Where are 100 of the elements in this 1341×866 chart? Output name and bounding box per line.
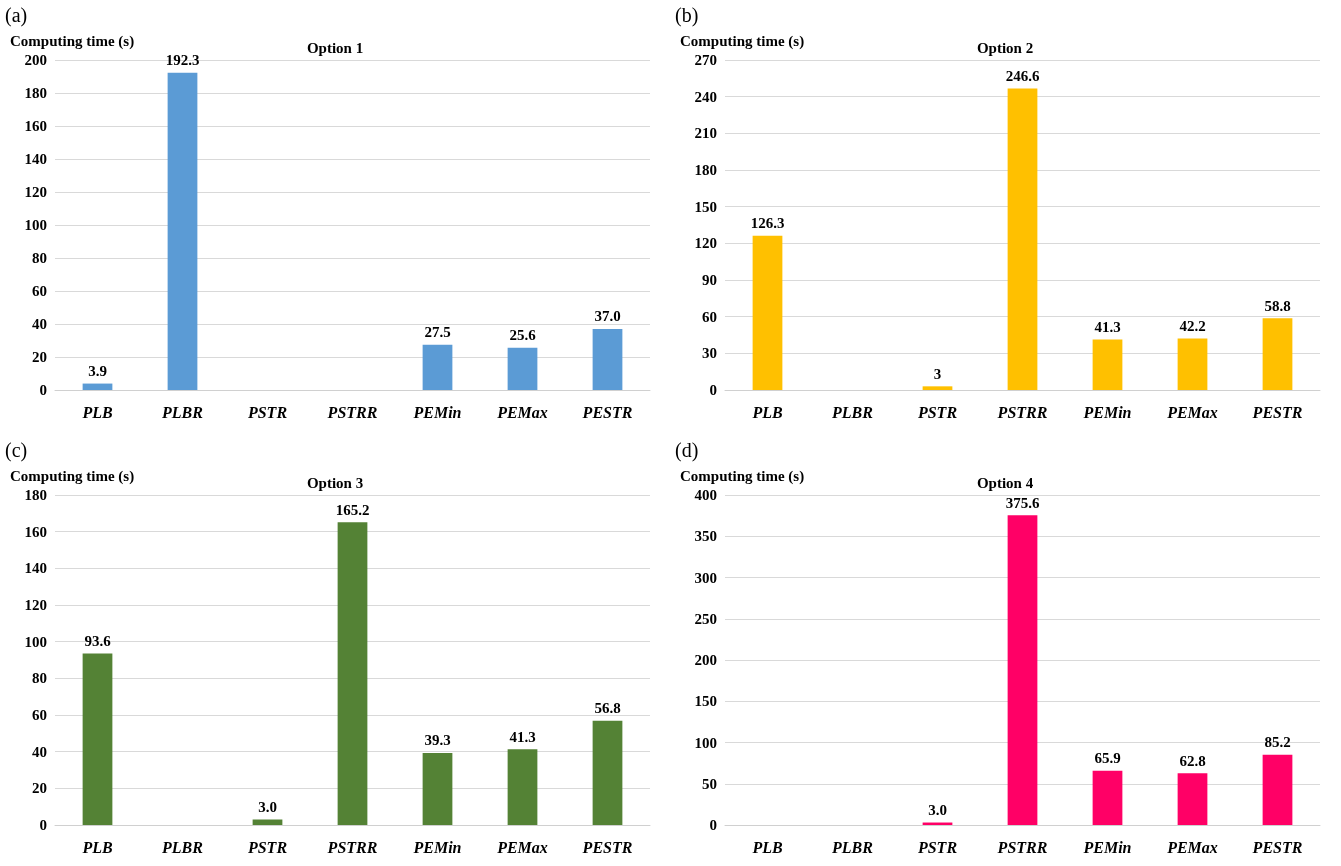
y-axis-title: Computing time (s) — [680, 467, 805, 485]
y-tick-label: 120 — [24, 597, 47, 613]
y-tick-label: 40 — [32, 316, 47, 332]
y-tick-label: 140 — [24, 151, 47, 167]
bar — [337, 522, 368, 825]
y-tick-label: 60 — [702, 308, 717, 325]
x-tick-label: PEMax — [496, 838, 548, 856]
bar — [1177, 338, 1208, 390]
y-tick-label: 0 — [709, 817, 717, 833]
data-label: 3.0 — [258, 799, 277, 815]
data-label: 3.9 — [88, 363, 107, 380]
x-tick-label: PEMin — [412, 838, 462, 856]
bar — [82, 653, 113, 825]
x-tick-label: PLBR — [831, 838, 874, 856]
y-axis-title: Computing time (s) — [10, 32, 135, 50]
y-tick-label: 0 — [39, 817, 47, 833]
chart-title: Option 2 — [976, 39, 1034, 56]
x-tick-label: PEMin — [1082, 838, 1132, 856]
y-tick-label: 90 — [702, 272, 717, 288]
y-tick-label: 50 — [702, 775, 717, 792]
x-tick-label: PLB — [81, 838, 113, 856]
y-tick-label: 120 — [24, 184, 47, 200]
text: (a) — [5, 4, 28, 27]
bar — [1092, 770, 1123, 825]
data-label: 62.8 — [1179, 752, 1206, 769]
x-tick-label: PESTR — [581, 403, 633, 421]
data-label: 246.6 — [1005, 68, 1040, 85]
y-tick-label: 400 — [694, 487, 717, 503]
y-tick-label: 100 — [24, 217, 47, 233]
bar — [82, 383, 113, 390]
y-tick-label: 180 — [694, 162, 717, 178]
y-tick-label: 80 — [32, 250, 47, 266]
x-tick-label: PESTR — [581, 838, 633, 856]
chart-title: Option 3 — [306, 474, 364, 491]
bar — [1092, 339, 1123, 390]
x-tick-label: PEMin — [1082, 403, 1132, 421]
data-label: 58.8 — [1264, 297, 1291, 314]
y-tick-label: 20 — [32, 780, 47, 797]
data-label: 56.8 — [594, 700, 621, 717]
bar — [507, 347, 538, 390]
x-tick-label: PLB — [751, 403, 783, 421]
x-tick-label: PSTRR — [996, 838, 1048, 856]
y-tick-label: 270 — [694, 52, 717, 68]
chart-title: Option 4 — [976, 474, 1034, 491]
data-label: 41.3 — [509, 728, 536, 745]
y-tick-label: 160 — [24, 523, 47, 540]
y-tick-label: 200 — [694, 652, 717, 668]
y-axis-title: Computing time (s) — [680, 32, 805, 50]
bar — [922, 386, 953, 390]
y-tick-label: 180 — [24, 487, 47, 503]
bar — [1177, 773, 1208, 825]
y-tick-label: 0 — [709, 382, 717, 398]
y-tick-label: 150 — [694, 693, 717, 710]
y-tick-label: 20 — [32, 349, 47, 365]
y-tick-label: 350 — [694, 528, 717, 545]
y-tick-label: 180 — [24, 85, 47, 101]
bar — [1007, 88, 1038, 390]
y-tick-label: 160 — [24, 118, 47, 134]
data-label: 85.2 — [1264, 734, 1291, 751]
bar — [422, 344, 453, 390]
y-tick-label: 300 — [694, 569, 717, 586]
data-label: 42.2 — [1179, 317, 1206, 334]
bar — [592, 328, 623, 390]
y-tick-label: 30 — [702, 345, 717, 362]
data-label: 126.3 — [750, 215, 785, 232]
data-label: 25.6 — [509, 327, 537, 344]
text: (c) — [5, 439, 28, 462]
x-tick-label: PSTR — [246, 403, 288, 421]
bar — [1007, 515, 1038, 825]
y-tick-label: 250 — [694, 610, 717, 627]
bar — [1262, 754, 1293, 825]
data-label: 3.0 — [928, 802, 947, 819]
x-tick-label: PESTR — [1251, 838, 1303, 856]
text: (d) — [675, 439, 699, 462]
y-tick-label: 40 — [32, 743, 47, 760]
x-tick-label: PSTRR — [326, 838, 378, 856]
y-tick-label: 120 — [694, 235, 717, 252]
bar — [1262, 318, 1293, 390]
data-label: 27.5 — [424, 324, 451, 341]
data-label: 375.6 — [1005, 494, 1040, 511]
x-tick-label: PLBR — [161, 403, 204, 421]
y-tick-label: 150 — [694, 198, 717, 215]
y-tick-label: 80 — [32, 670, 47, 687]
bar — [167, 72, 198, 390]
y-tick-label: 200 — [24, 52, 47, 68]
y-tick-label: 210 — [694, 125, 717, 142]
bar — [507, 749, 538, 825]
y-tick-label: 0 — [39, 382, 47, 398]
x-tick-label: PSTRR — [996, 403, 1048, 421]
bar — [752, 235, 783, 390]
x-tick-label: PLB — [751, 838, 783, 856]
bar — [422, 752, 453, 825]
x-tick-label: PSTR — [916, 838, 958, 856]
y-tick-label: 60 — [32, 707, 47, 723]
bar — [592, 720, 623, 825]
data-label: 3 — [933, 365, 942, 382]
data-label: 37.0 — [594, 308, 621, 325]
x-tick-label: PSTR — [916, 403, 958, 421]
y-tick-label: 100 — [24, 633, 47, 650]
x-tick-label: PSTRR — [326, 403, 378, 421]
